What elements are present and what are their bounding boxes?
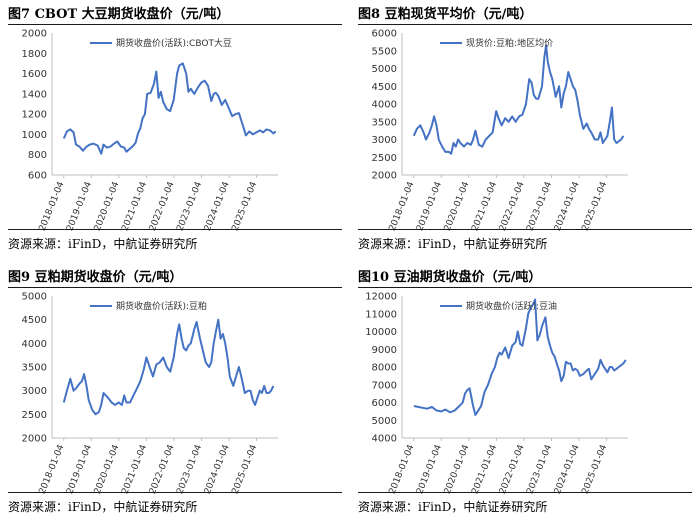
source-note: 资源来源：iFinD，中航证券研究所 — [358, 237, 548, 251]
x-tick-label: 2019-01-04 — [65, 180, 94, 232]
cbot-soybean-chart: 600 800 1000 1200 1400 1600 1800 2000 2018-01-04… — [22, 29, 278, 233]
x-tick-label: 2019-01-04 — [65, 443, 94, 495]
x-tick-label: 2018-01-04 — [38, 443, 67, 495]
x-tick-label: 2020-01-04 — [443, 443, 472, 495]
y-tick-label: 6000 — [372, 398, 397, 409]
source-note: 资源来源：iFinD，中航证券研究所 — [8, 237, 198, 251]
panel-title: 图7 CBOT 大豆期货收盘价（元/吨） — [8, 7, 230, 22]
x-tick-label: 2021-01-04 — [470, 443, 499, 495]
legend-label: 期货收盘价(活跃):豆粕 — [116, 300, 207, 312]
y-tick-label: 5000 — [22, 292, 47, 303]
y-tick-label: 2000 — [22, 434, 47, 445]
soymeal-spot-chart: 2000 2500 3000 3500 4000 4500 5000 5500 6000 2018… — [372, 29, 628, 233]
x-tick-label: 2022-01-04 — [148, 180, 177, 232]
source-note: 资源来源：iFinD，中航证券研究所 — [358, 500, 548, 514]
x-tick-label: 2021-01-04 — [120, 180, 149, 232]
y-tick-label: 10000 — [365, 327, 397, 338]
y-tick-label: 1200 — [22, 110, 47, 121]
y-tick-label: 9000 — [372, 345, 397, 356]
x-tick-label: 2018-01-04 — [388, 180, 417, 232]
x-tick-label: 2022-01-04 — [148, 443, 177, 495]
x-tick-label: 2020-01-04 — [93, 443, 122, 495]
soyoil-futures-chart: 4000 5000 6000 7000 8000 9000 10000 11000 12000 2… — [365, 292, 628, 496]
panel-cbot-soybean: 图7 CBOT 大豆期货收盘价（元/吨） 600 800 1000 1200 1400 1… — [8, 3, 342, 261]
y-tick-label: 4500 — [22, 315, 47, 326]
y-tick-label: 600 — [28, 171, 47, 182]
series-line — [62, 318, 275, 416]
y-tick-label: 5000 — [372, 416, 397, 427]
x-tick-label: 2021-01-04 — [120, 443, 149, 495]
x-tick-label: 2018-01-04 — [388, 443, 417, 495]
y-tick-label: 2500 — [372, 153, 397, 164]
y-tick-label: 3500 — [372, 117, 397, 128]
source-note: 资源来源：iFinD，中航证券研究所 — [8, 500, 198, 514]
x-tick-label: 2022-01-04 — [498, 443, 527, 495]
y-tick-label: 3000 — [372, 135, 397, 146]
soymeal-futures-chart: 20002500300035004000450050002018-01-0420… — [22, 292, 278, 496]
x-tick-label: 2019-01-04 — [415, 443, 444, 495]
y-tick-label: 800 — [28, 150, 47, 161]
y-tick-label: 5000 — [372, 64, 397, 75]
x-tick-label: 2025-01-04 — [230, 443, 259, 495]
x-tick-label: 2024-01-04 — [203, 443, 232, 495]
series-line — [412, 44, 625, 155]
panel-soyoil-futures: 图10 豆油期货收盘价（元/吨） 4000 5000 6000 7000 8000 900… — [358, 266, 692, 524]
y-tick-label: 2000 — [372, 171, 397, 182]
x-tick-label: 2021-01-04 — [470, 180, 499, 232]
y-tick-label: 1600 — [22, 69, 47, 80]
y-tick-label: 1800 — [22, 49, 47, 60]
y-tick-label: 4000 — [372, 100, 397, 111]
x-tick-label: 2018-01-04 — [38, 180, 67, 232]
panel-title: 图10 豆油期货收盘价（元/吨） — [358, 270, 542, 285]
title-rule — [8, 24, 342, 25]
x-tick-label: 2020-01-04 — [93, 180, 122, 232]
panel-soymeal-spot: 图8 豆粕现货平均价（元/吨） 2000 2500 3000 3500 4000 4500… — [358, 3, 692, 261]
title-rule — [358, 287, 692, 288]
source-rule — [8, 229, 342, 230]
y-tick-label: 2500 — [22, 410, 47, 421]
y-tick-label: 3500 — [22, 363, 47, 374]
y-tick-label: 8000 — [372, 363, 397, 374]
x-tick-label: 2024-01-04 — [553, 180, 582, 232]
y-tick-label: 11000 — [365, 309, 397, 320]
y-tick-label: 1400 — [22, 89, 47, 100]
y-tick-label: 1000 — [22, 130, 47, 141]
x-tick-label: 2025-01-04 — [580, 180, 609, 232]
y-tick-label: 7000 — [372, 380, 397, 391]
source-rule — [358, 229, 692, 230]
panel-soymeal-futures: 图9 豆粕期货收盘价（元/吨） 2000 2500 3000 3500 4000 4500… — [8, 266, 342, 524]
y-tick-label: 5500 — [372, 46, 397, 57]
x-tick-label: 2025-01-04 — [580, 443, 609, 495]
x-tick-label: 2023-01-04 — [175, 443, 204, 495]
x-tick-label: 2024-01-04 — [553, 443, 582, 495]
legend-label: 期货收盘价(活跃):CBOT大豆 — [116, 37, 232, 49]
legend-label: 期货收盘价(活跃):豆油 — [466, 300, 557, 312]
y-tick-label: 3000 — [22, 386, 47, 397]
x-tick-label: 2019-01-04 — [415, 180, 444, 232]
x-tick-label: 2022-01-04 — [498, 180, 527, 232]
x-tick-label: 2025-01-04 — [230, 180, 259, 232]
panel-title: 图9 豆粕期货收盘价（元/吨） — [8, 270, 183, 285]
title-rule — [8, 287, 342, 288]
title-rule — [358, 24, 692, 25]
legend-label: 现货价:豆粕:地区均价 — [466, 37, 553, 49]
x-tick-label: 2023-01-04 — [525, 180, 554, 232]
series-line — [62, 62, 277, 155]
y-tick-label: 12000 — [365, 292, 397, 303]
y-tick-label: 6000 — [372, 29, 397, 40]
y-tick-label: 2000 — [22, 29, 47, 40]
x-tick-label: 2024-01-04 — [203, 180, 232, 232]
y-tick-label: 4500 — [372, 82, 397, 93]
y-tick-label: 4000 — [22, 339, 47, 350]
source-rule — [8, 492, 342, 493]
x-tick-label: 2020-01-04 — [443, 180, 472, 232]
x-tick-label: 2023-01-04 — [525, 443, 554, 495]
x-tick-label: 2023-01-04 — [175, 180, 204, 232]
series-line — [413, 298, 627, 416]
y-tick-label: 4000 — [372, 434, 397, 445]
source-rule — [358, 492, 692, 493]
panel-title: 图8 豆粕现货平均价（元/吨） — [358, 7, 533, 22]
